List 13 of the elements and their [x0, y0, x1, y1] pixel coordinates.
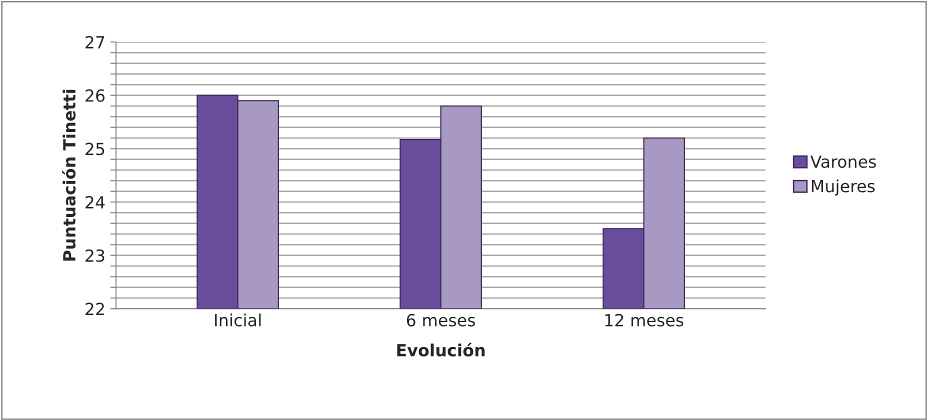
legend-label: Varones [810, 156, 876, 168]
y-tick-label: 26 [86, 89, 105, 102]
y-tick-label: 23 [86, 249, 104, 262]
y-tick-label: 22 [86, 302, 104, 316]
y-tick-label: 25 [86, 142, 104, 156]
x-tick-label: Inicial [215, 314, 261, 326]
y-tick-label: 24 [86, 196, 105, 208]
y-axis-title: Puntuación Tinetti [62, 90, 76, 261]
x-tick-label: 6 meses [406, 314, 475, 326]
y-tick-label: 27 [86, 36, 104, 48]
x-axis-title: Evolución [397, 342, 485, 356]
legend-label: Mujeres [812, 180, 875, 196]
x-tick-label: 12 meses [605, 314, 684, 326]
